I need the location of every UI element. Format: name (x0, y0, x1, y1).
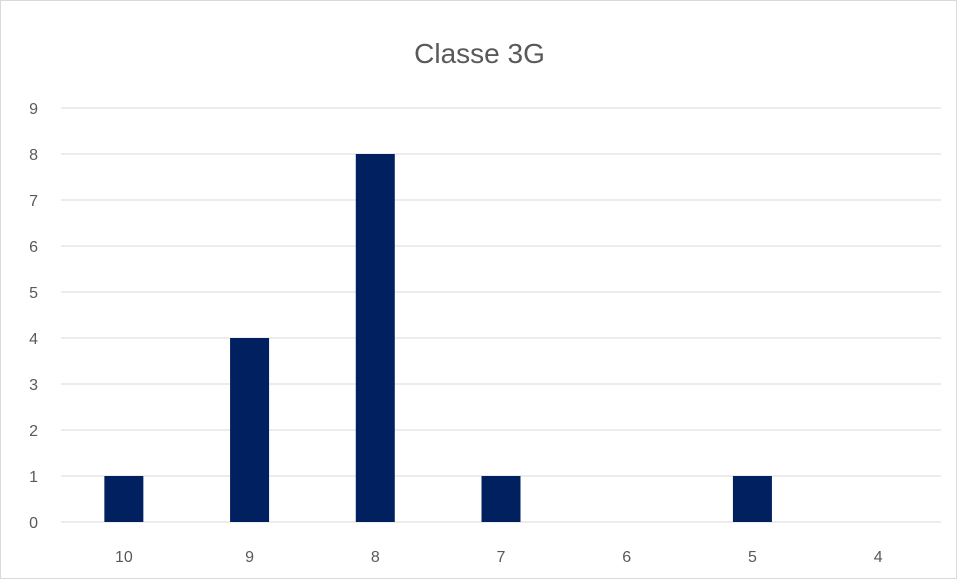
bar-5 (732, 476, 772, 522)
y-tick-label: 4 (29, 331, 38, 348)
bar-10 (104, 476, 144, 522)
x-tick-label: 8 (371, 549, 380, 566)
y-tick-label: 2 (29, 423, 38, 440)
bar-7 (481, 476, 521, 522)
y-tick-label: 3 (29, 377, 38, 394)
y-tick-label: 5 (29, 285, 38, 302)
x-axis-ticks: 10 9 8 7 6 5 4 (115, 549, 883, 566)
x-tick-label: 4 (874, 549, 883, 566)
y-tick-label: 0 (29, 515, 38, 532)
gridlines (61, 107, 941, 523)
x-tick-label: 5 (748, 549, 757, 566)
bars (104, 154, 772, 522)
bar-9 (230, 338, 270, 522)
x-tick-label: 6 (622, 549, 631, 566)
y-axis-ticks: 0 1 2 3 4 5 6 7 8 9 (29, 101, 38, 532)
x-tick-label: 9 (245, 549, 254, 566)
y-tick-label: 8 (29, 147, 38, 164)
y-tick-label: 1 (29, 469, 38, 486)
x-tick-label: 7 (497, 549, 506, 566)
bar-8 (355, 154, 395, 522)
y-tick-label: 6 (29, 239, 38, 256)
x-tick-label: 10 (115, 549, 133, 566)
y-tick-label: 9 (29, 101, 38, 118)
y-tick-label: 7 (29, 193, 38, 210)
chart-title: Classe 3G (414, 38, 545, 69)
